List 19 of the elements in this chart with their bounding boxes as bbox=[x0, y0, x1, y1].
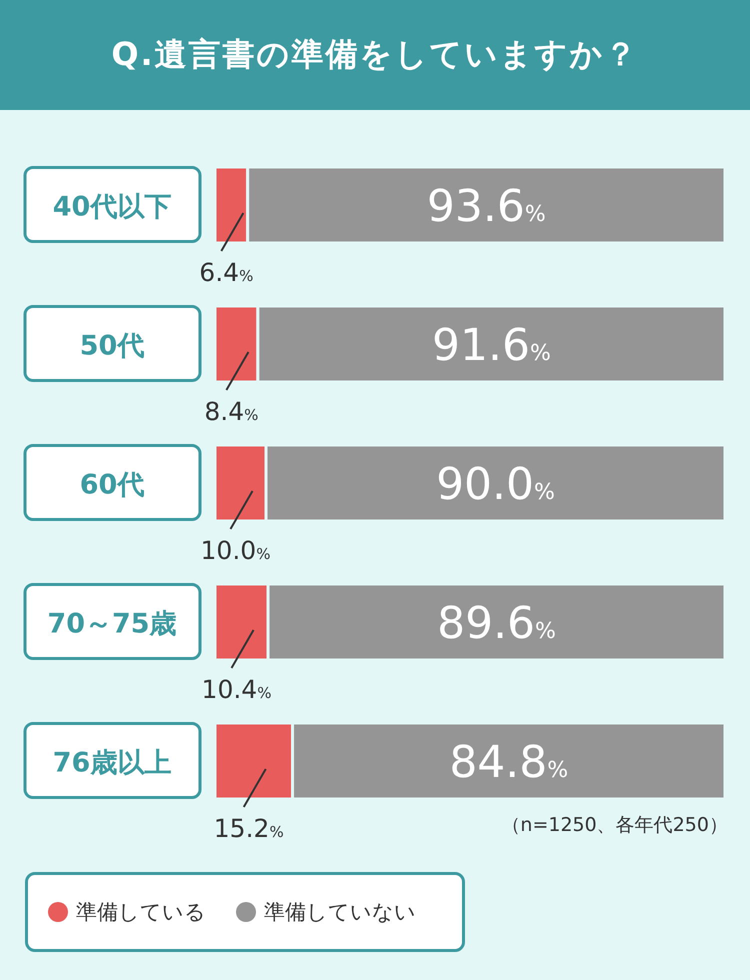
data-label: 84.8% bbox=[449, 737, 568, 788]
data-label: 10.0% bbox=[200, 536, 270, 565]
data-label: 8.4% bbox=[204, 397, 258, 426]
legend-label: 準備していない bbox=[264, 899, 416, 926]
legend-label: 準備している bbox=[76, 899, 206, 926]
data-label: 93.6% bbox=[426, 181, 546, 232]
data-label: 10.4% bbox=[202, 675, 272, 704]
data-label: 91.6% bbox=[432, 320, 551, 371]
annotation: （n=1250、各年代250） bbox=[501, 813, 728, 838]
data-label: 89.6% bbox=[437, 598, 556, 649]
chart-title: Q.遺言書の準備をしていますか？ bbox=[0, 0, 750, 110]
data-label: 15.2% bbox=[214, 814, 284, 843]
y-tick-label: 76歳以上 bbox=[52, 748, 172, 778]
y-tick-label: 70～75歳 bbox=[47, 608, 177, 640]
y-tick-label: 40代以下 bbox=[52, 192, 172, 222]
y-tick-label: 50代 bbox=[80, 330, 144, 362]
data-label: 90.0% bbox=[436, 459, 555, 510]
data-label: 6.4% bbox=[199, 258, 254, 287]
y-tick-label: 60代 bbox=[80, 470, 144, 500]
